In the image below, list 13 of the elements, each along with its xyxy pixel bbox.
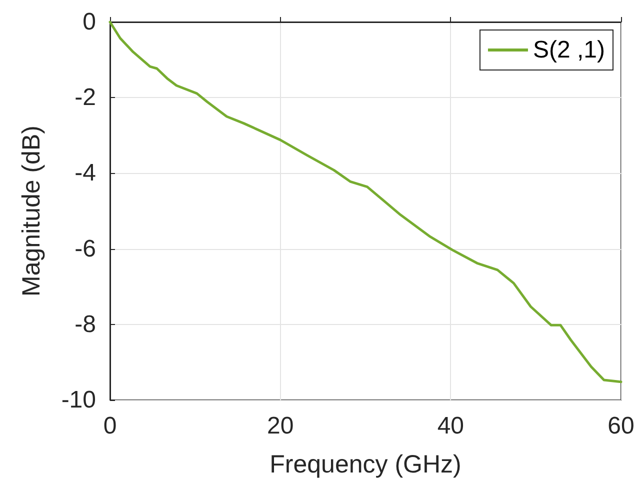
y-tick-label: -6 xyxy=(74,235,96,262)
y-tick-label: -8 xyxy=(74,310,96,338)
y-tick-label: -4 xyxy=(74,160,96,187)
legend-label: S(2 ,1) xyxy=(532,36,606,64)
x-tick-label: 60 xyxy=(608,412,634,440)
y-tick-label: -10 xyxy=(61,386,96,414)
y-axis-title: Magnitude (dB) xyxy=(18,126,46,296)
y-tick-label: -2 xyxy=(74,84,96,112)
y-tick-label: 0 xyxy=(82,8,96,36)
x-tick-label: 20 xyxy=(266,412,294,440)
x-tick-label: 40 xyxy=(437,412,464,440)
x-axis-title: Frequency (GHz) xyxy=(270,450,462,478)
x-tick-label: 0 xyxy=(103,412,117,440)
